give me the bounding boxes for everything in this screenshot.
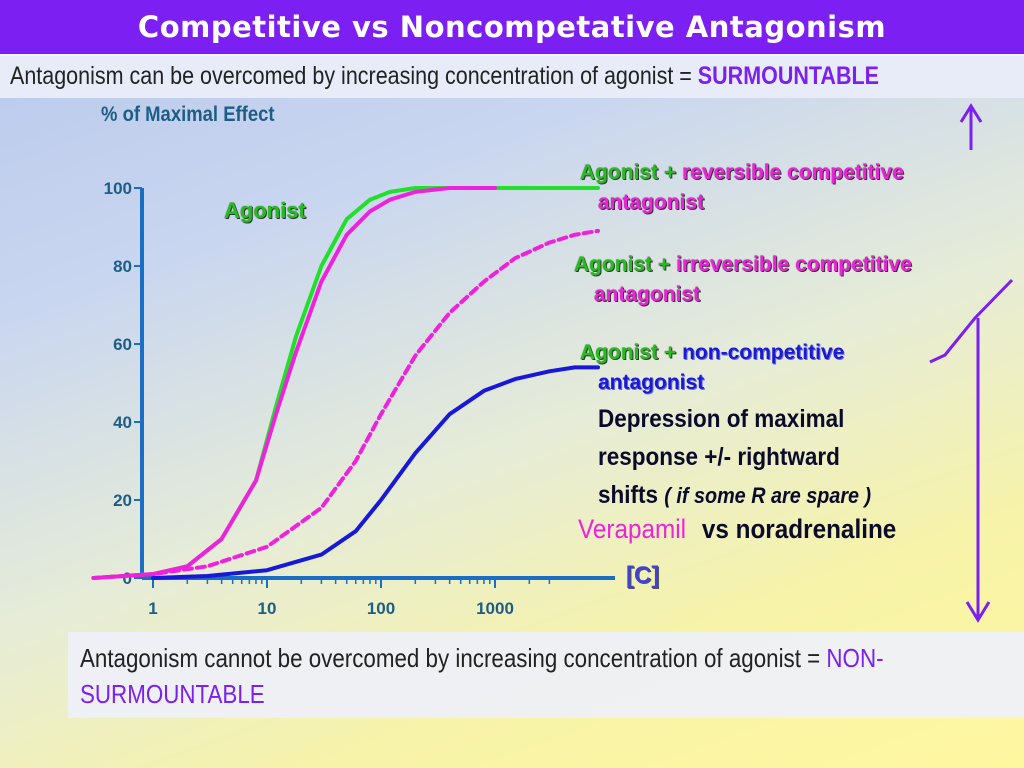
y-tick-label-20: 20 [113,491,132,510]
noncompetitive-label: Agonist + non-competitive antagonist [580,341,845,394]
agonist-label: Agonist [224,198,306,223]
down-arrow-head [965,601,991,623]
arrows [929,103,1014,623]
irr-competitive-label: Agonist + irreversible competitive antag… [574,253,912,306]
x-axis-title: [C] [626,562,660,589]
top-note: Antagonism can be overcomed by increasin… [10,62,879,91]
bottom-note-box [68,632,1024,718]
y-tick-label-60: 60 [113,335,132,354]
top-note-text: Antagonism can be overcomed by increasin… [10,62,698,90]
verapamil-line: Verapamil vs noradrenaline [578,514,897,544]
x-tick-label-1000: 1000 [476,599,514,618]
top-note-band [0,56,1024,98]
bracket-line [929,278,1014,364]
curve-series-4 [151,365,600,580]
bottom-note-text: Antagonism cannot be overcomed by increa… [80,643,827,673]
y-tick-label-80: 80 [113,257,132,276]
y-axis-title: % of Maximal Effect [101,103,275,126]
x-tick-label-10: 10 [258,599,277,618]
curve-series-1 [91,186,600,580]
up-arrow-head [959,103,983,123]
non-surmountable-label: NON-SURMOUNTABLE [80,643,884,709]
curve-series-3 [91,228,600,580]
surmountable-label: SURMOUNTABLE [697,62,879,90]
depression-text: Depression of maximal response +/- right… [598,405,872,509]
bottom-note: Antagonism cannot be overcomed by increa… [80,640,1000,712]
y-tick-label-0: 0 [123,569,132,588]
curve-series-2 [91,186,497,580]
chart-curves [91,186,600,580]
x-tick-label-1: 1 [148,599,157,618]
slide-title: Competitive vs Noncompetative Antagonism [137,10,887,44]
title-bar: Competitive vs Noncompetative Antagonism [0,0,1024,56]
x-tick-label-100: 100 [367,599,395,618]
y-tick-label-40: 40 [113,413,132,432]
chart-axes: 0 20 40 60 80 100 1 10 100 1000 [104,179,615,618]
y-tick-label-100: 100 [104,179,132,198]
rev-competitive-label: Agonist + reversible competitive antagon… [580,161,904,214]
